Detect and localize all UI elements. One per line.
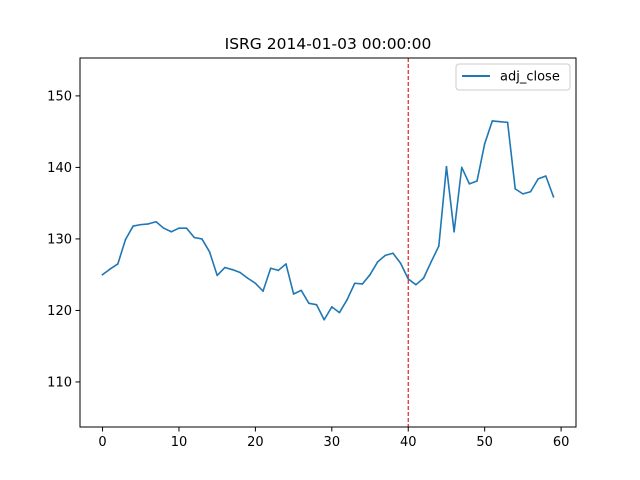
data-point (522, 193, 524, 195)
data-point (124, 238, 127, 241)
data-point (331, 306, 333, 308)
axes-border (79, 57, 577, 428)
data-point (430, 261, 432, 263)
legend-label-adj-close: adj_close (500, 70, 560, 85)
x-axis: 0 10 20 30 40 50 60 (98, 427, 569, 450)
data-point (315, 303, 318, 306)
data-point (178, 227, 180, 229)
data-point (392, 252, 394, 255)
axes-frame (80, 58, 576, 427)
data-point (445, 165, 448, 168)
data-point (193, 236, 196, 239)
y-tick-label: 120 (47, 304, 72, 319)
x-tick-label: 10 (171, 435, 188, 450)
data-point (155, 220, 157, 223)
data-point (537, 178, 539, 180)
legend: adj_close (455, 63, 571, 91)
data-point (483, 143, 486, 145)
data-point (476, 180, 478, 182)
data-point (361, 283, 364, 285)
series-line-adj-close (101, 120, 555, 321)
data-point (239, 271, 241, 274)
x-tick-label: 60 (553, 435, 570, 450)
data-point (422, 277, 425, 280)
data-point (208, 251, 211, 253)
data-point (246, 277, 249, 280)
chart-title: ISRG 2014-01-03 00:00:00 (225, 35, 432, 53)
data-point (224, 266, 226, 269)
data-point (147, 223, 150, 225)
data-point (491, 120, 494, 122)
data-point (216, 274, 218, 277)
data-point (353, 282, 356, 285)
data-point (399, 262, 402, 265)
data-point (101, 273, 104, 276)
data-point (170, 230, 173, 233)
data-point (499, 120, 501, 123)
data-point (300, 289, 303, 292)
x-tick-label: 20 (247, 435, 264, 450)
data-point (552, 195, 555, 198)
legend-box (455, 63, 571, 91)
data-point (415, 283, 417, 286)
data-point (269, 267, 272, 270)
data-point (109, 268, 111, 270)
y-axis: 110 120 130 140 150 (47, 89, 80, 390)
data-point (292, 293, 295, 295)
y-tick-label: 150 (47, 89, 72, 104)
data-point (506, 121, 509, 124)
data-point (338, 311, 341, 314)
data-point (117, 263, 119, 265)
data-point (139, 223, 142, 226)
data-point (323, 318, 325, 321)
data-point (468, 183, 471, 185)
data-point (162, 227, 165, 229)
data-point (453, 230, 455, 233)
data-point (407, 278, 410, 280)
data-point (545, 175, 547, 177)
x-tick-label: 40 (400, 435, 417, 450)
data-point (231, 268, 234, 271)
y-tick-label: 110 (47, 375, 72, 390)
plot-area (79, 57, 577, 428)
data-point (460, 166, 463, 169)
x-tick-label: 0 (98, 435, 106, 450)
data-point (201, 238, 203, 240)
data-point (132, 225, 134, 227)
data-point (438, 245, 440, 247)
data-point (254, 282, 257, 285)
data-point (285, 263, 287, 265)
y-tick-label: 140 (47, 161, 72, 176)
data-point (369, 273, 371, 276)
data-point (376, 261, 379, 263)
data-point (346, 298, 348, 301)
data-point (262, 290, 264, 292)
y-tick-label: 130 (47, 232, 72, 247)
data-point (384, 254, 387, 257)
x-tick-label: 30 (324, 435, 341, 450)
data-point (514, 188, 517, 190)
data-point (277, 269, 280, 272)
data-point (308, 302, 310, 305)
x-tick-label: 50 (476, 435, 493, 450)
data-point (529, 190, 532, 193)
data-point (185, 227, 188, 229)
series-layer (101, 120, 555, 321)
